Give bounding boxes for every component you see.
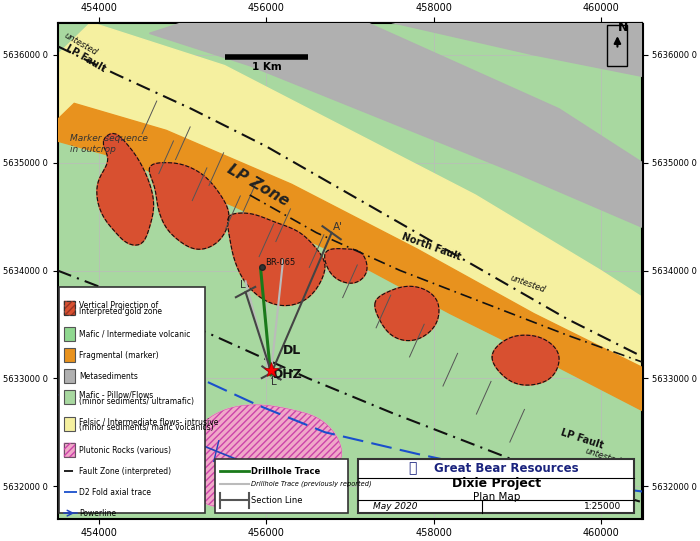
Text: Plutonic Rocks (various): Plutonic Rocks (various): [79, 446, 172, 454]
Text: untested: untested: [584, 446, 622, 466]
Text: Dixie Project: Dixie Project: [452, 477, 541, 490]
Polygon shape: [183, 405, 342, 508]
Text: A': A': [333, 221, 343, 232]
Text: May 2020: May 2020: [373, 502, 418, 511]
Polygon shape: [325, 249, 367, 283]
Text: LP Fault: LP Fault: [559, 427, 604, 451]
Text: Mafic / Intermediate volcanic: Mafic / Intermediate volcanic: [79, 329, 190, 339]
Bar: [64, 417, 75, 431]
Text: Marker sequence
in outcrop: Marker sequence in outcrop: [70, 135, 148, 154]
Text: N: N: [618, 21, 629, 34]
Text: LP Fault: LP Fault: [64, 43, 108, 74]
Text: 1 Km: 1 Km: [251, 62, 281, 72]
Text: North Fault: North Fault: [400, 231, 462, 262]
FancyBboxPatch shape: [215, 459, 349, 513]
Text: Drillhole Trace (previously reported): Drillhole Trace (previously reported): [251, 481, 372, 487]
Polygon shape: [57, 23, 643, 367]
Polygon shape: [149, 163, 229, 249]
Bar: [64, 348, 75, 362]
Text: A: A: [271, 372, 278, 381]
Polygon shape: [492, 335, 559, 385]
Text: Fragmental (marker): Fragmental (marker): [79, 351, 159, 360]
Bar: [64, 301, 75, 315]
Bar: [64, 301, 75, 315]
Text: untested: untested: [509, 273, 547, 294]
Text: L': L': [271, 377, 279, 387]
Text: Powerline: Powerline: [79, 509, 116, 518]
Text: LP Zone: LP Zone: [225, 161, 292, 209]
Text: BR-065: BR-065: [265, 258, 295, 267]
Text: Metasediments: Metasediments: [79, 372, 138, 381]
Text: Section Line: Section Line: [251, 496, 303, 505]
Polygon shape: [392, 23, 643, 76]
Polygon shape: [57, 103, 643, 411]
Text: Felsic / Intermediate flows- intrusive: Felsic / Intermediate flows- intrusive: [79, 417, 218, 426]
Text: 1:25000: 1:25000: [584, 502, 622, 511]
Text: untested: untested: [62, 30, 99, 57]
Text: L: L: [239, 280, 246, 290]
Text: Interpreted gold zone: Interpreted gold zone: [79, 307, 162, 316]
Text: Plan Map: Plan Map: [473, 492, 520, 503]
Text: D2 Fold axial trace: D2 Fold axial trace: [79, 487, 151, 497]
Text: Mafic - Pillow/Flows: Mafic - Pillow/Flows: [79, 391, 153, 400]
Bar: [64, 443, 75, 457]
Text: DHZ: DHZ: [273, 368, 303, 381]
Bar: [64, 443, 75, 457]
Text: Great Bear Resources: Great Bear Resources: [433, 462, 578, 475]
Text: DL: DL: [283, 344, 302, 357]
Bar: [64, 301, 75, 315]
Bar: [64, 327, 75, 341]
Polygon shape: [374, 286, 439, 341]
FancyBboxPatch shape: [60, 287, 205, 513]
Bar: [64, 390, 75, 404]
Polygon shape: [149, 23, 643, 227]
FancyBboxPatch shape: [358, 459, 634, 513]
Bar: [64, 369, 75, 383]
Text: Vertical Projection of: Vertical Projection of: [79, 301, 158, 310]
Polygon shape: [228, 213, 325, 306]
Text: (minor sediments/ mafic volcanics): (minor sediments/ mafic volcanics): [79, 423, 214, 432]
Text: (minor sediments/ ultramafic): (minor sediments/ ultramafic): [79, 397, 194, 406]
Text: Drillhole Trace: Drillhole Trace: [251, 466, 321, 476]
Polygon shape: [97, 134, 153, 245]
Text: Fault Zone (interpreted): Fault Zone (interpreted): [79, 466, 172, 476]
Text: 🐾: 🐾: [409, 461, 417, 476]
